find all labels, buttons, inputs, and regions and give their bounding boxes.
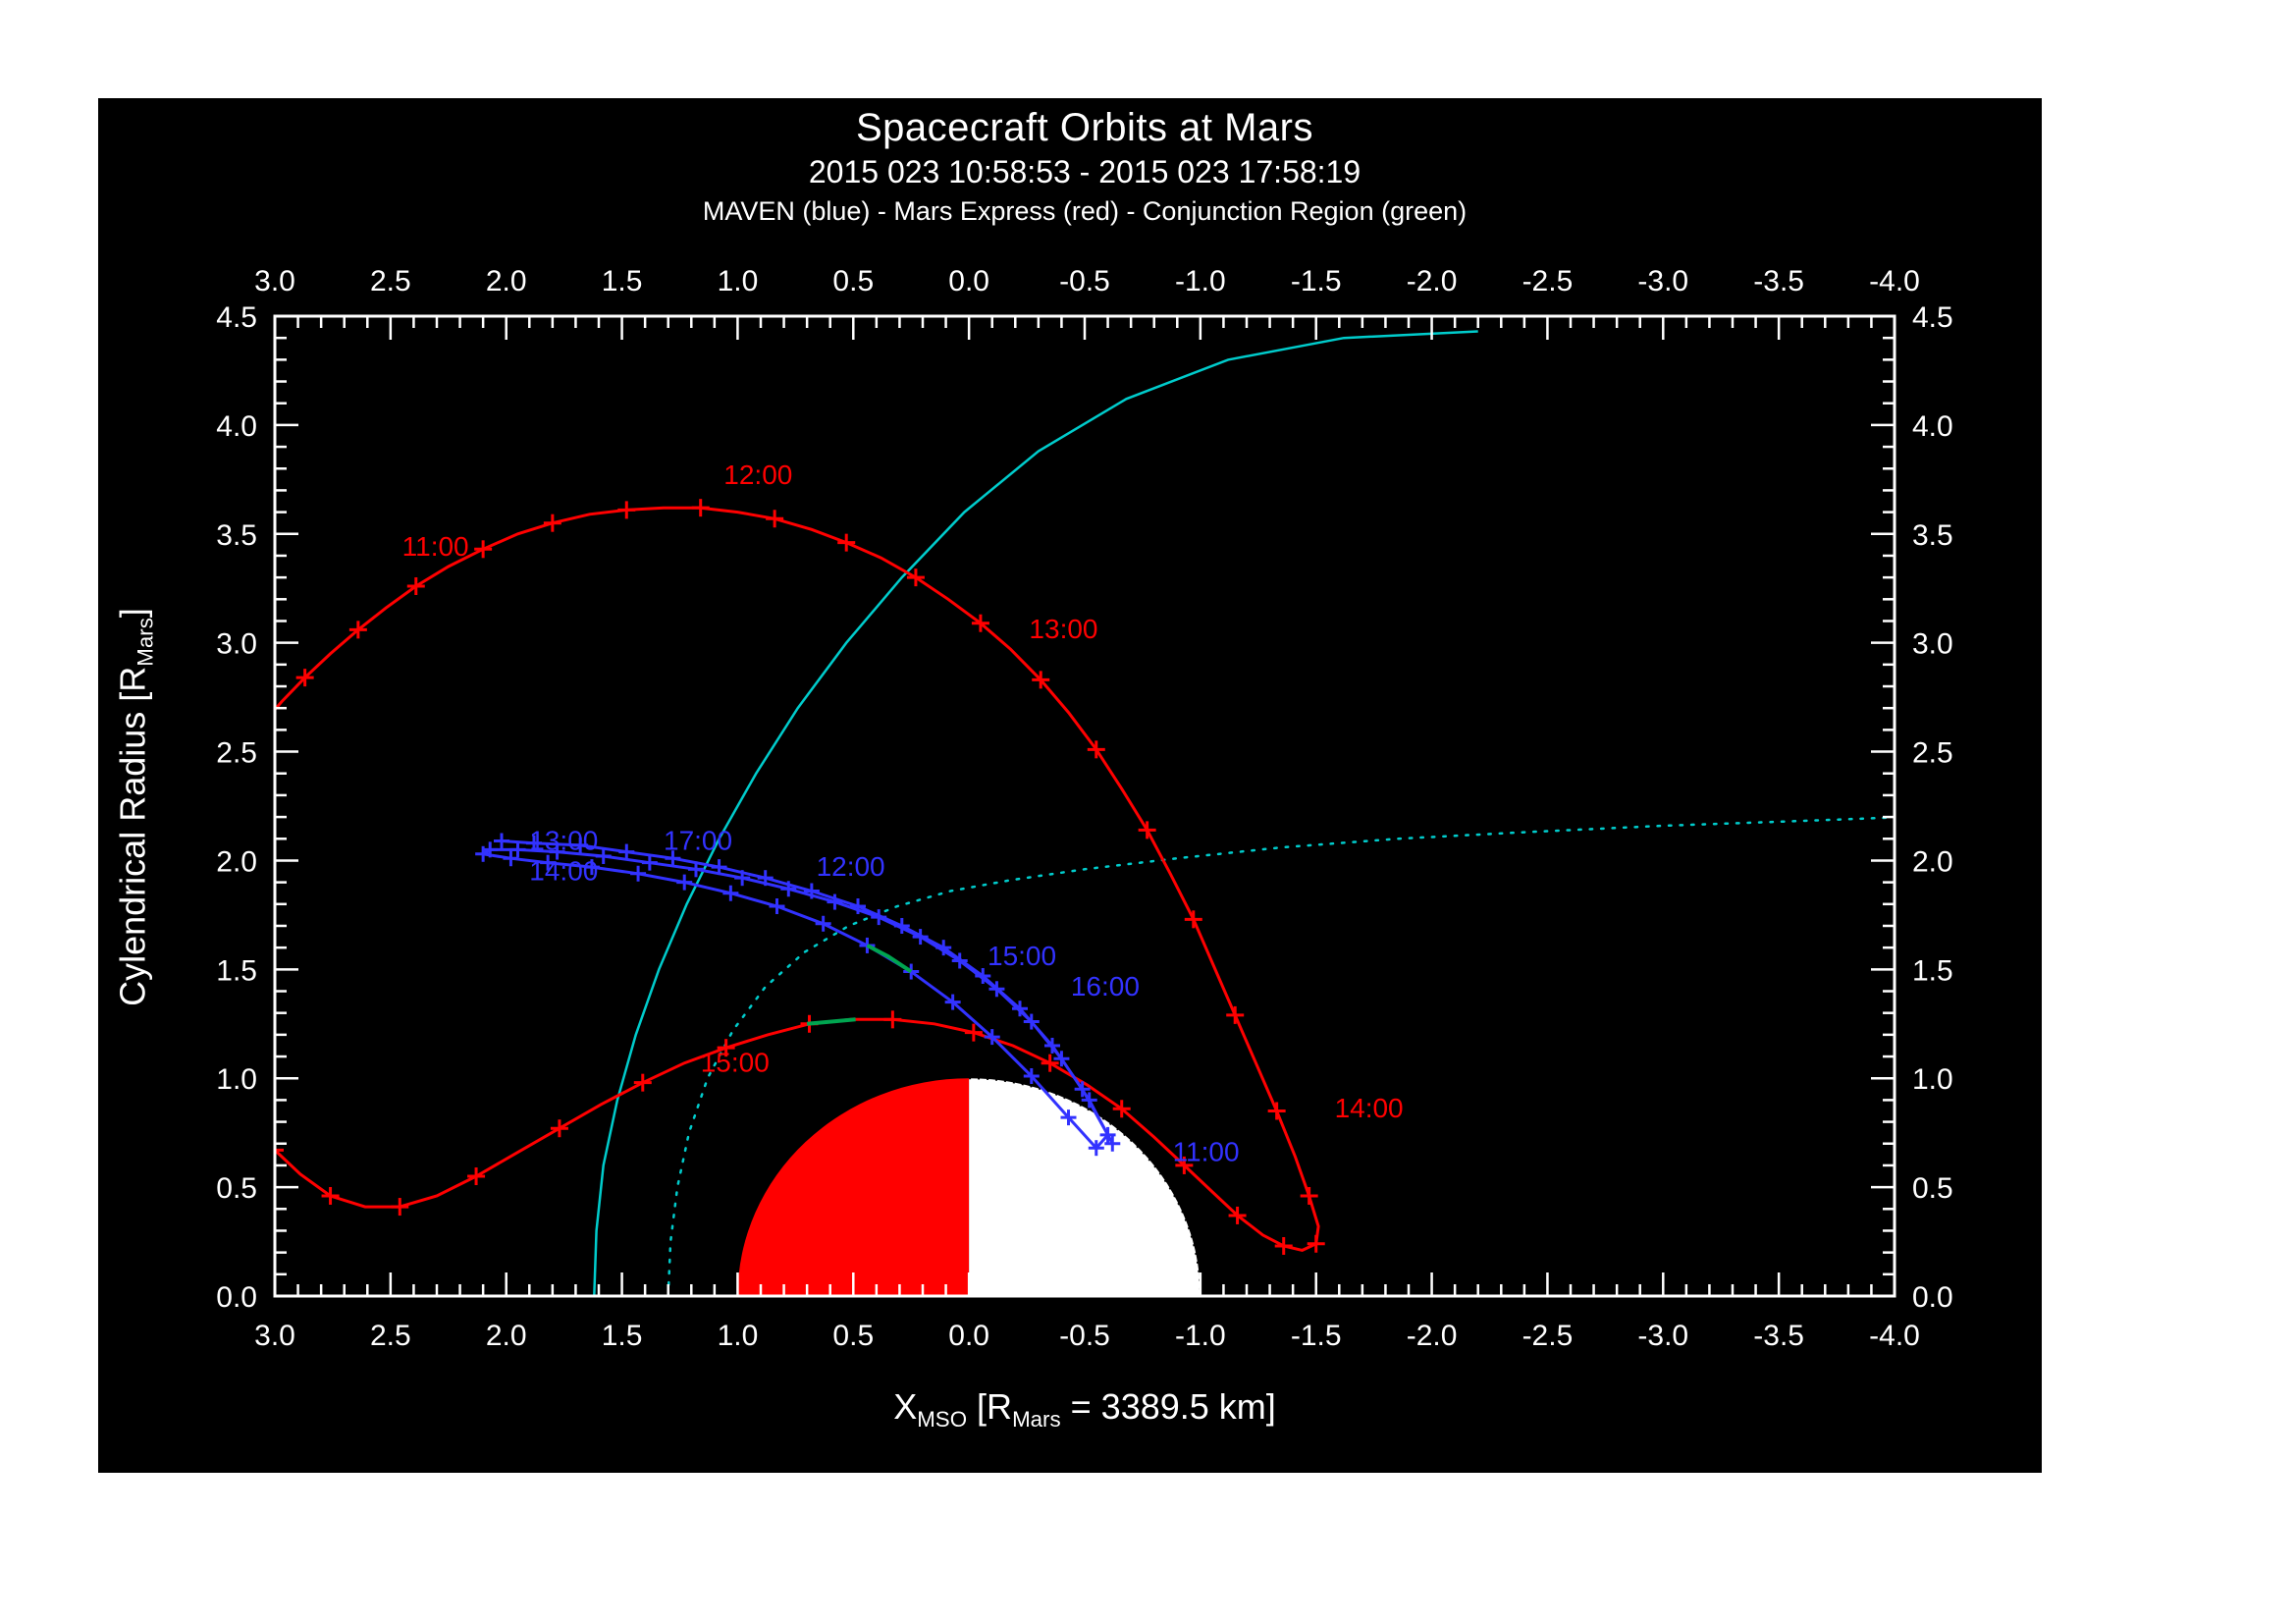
x-axis-title: XMSO [RMars = 3389.5 km] — [275, 1386, 1895, 1433]
x-tick-label: 3.0 — [254, 1320, 295, 1352]
y-tick-label-right: 0.5 — [1912, 1172, 1953, 1205]
x-tick-label: -4.0 — [1869, 1320, 1920, 1352]
y-tick-label-right: 0.0 — [1912, 1281, 1953, 1314]
maven-orbit — [475, 833, 1121, 1157]
y-tick-label-right: 3.5 — [1912, 519, 1953, 552]
x-tick-label-top: 1.0 — [718, 265, 759, 298]
time-label: 16:00 — [1071, 971, 1140, 1001]
axis-frame — [273, 314, 1896, 1298]
y-tick-label: 2.5 — [216, 737, 257, 770]
x-tick-label: 1.5 — [602, 1320, 643, 1352]
x-tick-label-top: -2.0 — [1407, 265, 1458, 298]
x-axis-title-main: X — [893, 1386, 918, 1427]
time-label: 15:00 — [701, 1048, 770, 1078]
x-tick-label: 1.0 — [718, 1320, 759, 1352]
x-axis-title-end: = 3389.5 km] — [1060, 1386, 1276, 1427]
x-axis-title-mid: [R — [967, 1386, 1013, 1427]
plot-area — [275, 330, 1895, 1296]
boundary-dotted-curve — [667, 816, 1895, 1296]
tick-labels: 3.0 3.0 2.5 2.5 2.0 2.0 1.5 1.5 1.0 1.0 0.5 0.5 0.0 0… — [216, 265, 1952, 1352]
time-label: 14:00 — [529, 855, 598, 886]
x-tick-label: -1.5 — [1291, 1320, 1342, 1352]
y-tick-label: 0.0 — [216, 1281, 257, 1314]
y-tick-label-right: 3.0 — [1912, 628, 1953, 661]
x-tick-label-top: -1.0 — [1175, 265, 1226, 298]
chart-title: Spacecraft Orbits at Mars — [856, 106, 1313, 149]
time-label: 14:00 — [1335, 1093, 1404, 1123]
mars-disk — [737, 1077, 1201, 1296]
mars-nightside — [969, 1078, 1201, 1296]
time-label: 12:00 — [723, 460, 792, 490]
x-tick-label-top: -1.5 — [1291, 265, 1342, 298]
mars-dayside — [737, 1078, 970, 1296]
x-axis-title-subscript2: Mars — [1012, 1406, 1061, 1432]
y-tick-label-right: 4.5 — [1912, 301, 1953, 334]
time-labels: 11:0012:0013:0014:0015:0011:0012:0013:00… — [402, 460, 1404, 1167]
x-tick-label-top: -4.0 — [1869, 265, 1920, 298]
y-tick-label: 2.0 — [216, 845, 257, 878]
x-tick-label: -0.5 — [1059, 1320, 1110, 1352]
y-axis-title-end: ] — [112, 608, 153, 619]
y-tick-label-right: 1.0 — [1912, 1063, 1953, 1096]
mars-express-orbit — [275, 499, 1325, 1255]
y-tick-label: 4.5 — [216, 301, 257, 334]
x-tick-label-top: 0.0 — [948, 265, 989, 298]
y-axis-title-subscript: Mars — [133, 618, 158, 667]
x-tick-label-top: 3.0 — [254, 265, 295, 298]
time-label: 11:00 — [1173, 1136, 1240, 1166]
x-tick-label: -2.0 — [1407, 1320, 1458, 1352]
conjunction-region — [806, 944, 913, 1026]
y-tick-label-right: 4.0 — [1912, 410, 1953, 443]
time-label: 13:00 — [529, 825, 598, 855]
y-tick-label-right: 1.5 — [1912, 954, 1953, 987]
time-label: 17:00 — [664, 825, 732, 855]
boundary-solid-curve — [593, 330, 1478, 1296]
y-tick-label: 0.5 — [216, 1172, 257, 1205]
y-axis-title-main: Cylendrical Radius [R — [112, 666, 153, 1006]
y-tick-label: 3.5 — [216, 519, 257, 552]
x-tick-label-top: -2.5 — [1522, 265, 1574, 298]
chart-header: Spacecraft Orbits at Mars 2015 023 10:58… — [275, 106, 1895, 227]
x-tick-label-top: 1.5 — [602, 265, 643, 298]
x-tick-label-top: 2.5 — [370, 265, 411, 298]
y-tick-label-right: 2.5 — [1912, 737, 1953, 770]
time-label: 13:00 — [1029, 614, 1097, 644]
x-tick-label: 0.0 — [948, 1320, 989, 1352]
time-label: 15:00 — [988, 941, 1056, 971]
chart-legend: MAVEN (blue) - Mars Express (red) - Conj… — [702, 196, 1468, 226]
time-label: 12:00 — [817, 851, 885, 882]
x-axis-title-subscript: MSO — [917, 1406, 968, 1432]
y-tick-label: 1.0 — [216, 1063, 257, 1096]
x-tick-label: -2.5 — [1522, 1320, 1574, 1352]
x-tick-label: -3.5 — [1753, 1320, 1804, 1352]
x-tick-label: 0.5 — [832, 1320, 874, 1352]
chart-time-range: 2015 023 10:58:53 - 2015 023 17:58:19 — [808, 154, 1362, 189]
x-tick-label: 2.5 — [370, 1320, 411, 1352]
time-label: 11:00 — [402, 531, 469, 562]
x-tick-label-top: 2.0 — [486, 265, 527, 298]
x-tick-label-top: -3.0 — [1637, 265, 1688, 298]
x-tick-label-top: -0.5 — [1059, 265, 1110, 298]
x-tick-label: -3.0 — [1637, 1320, 1688, 1352]
x-tick-label-top: -3.5 — [1753, 265, 1804, 298]
y-tick-label: 4.0 — [216, 410, 257, 443]
y-tick-label: 3.0 — [216, 628, 257, 661]
y-tick-label: 1.5 — [216, 954, 257, 987]
x-tick-label: 2.0 — [486, 1320, 527, 1352]
x-tick-label-top: 0.5 — [832, 265, 874, 298]
y-tick-label-right: 2.0 — [1912, 845, 1953, 878]
x-tick-label: -1.0 — [1175, 1320, 1226, 1352]
y-axis-title: Cylendrical Radius [RMars] — [113, 608, 159, 1006]
